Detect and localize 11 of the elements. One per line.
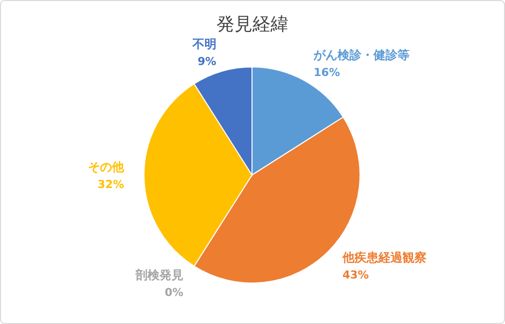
slice-label: がん検診・健診等 bbox=[312, 48, 410, 62]
text: 0% bbox=[164, 286, 184, 300]
slice-label: その他 bbox=[88, 160, 125, 174]
data-label: 9% bbox=[198, 55, 216, 68]
data-label: 32% bbox=[98, 178, 124, 191]
chart-title: 発見経緯 bbox=[216, 14, 288, 35]
category-label: 剖検発見 bbox=[135, 268, 184, 282]
data-label: 43% bbox=[342, 268, 369, 282]
slice-label: 他疾患経過観察 bbox=[342, 250, 427, 265]
data-label: 16% bbox=[314, 66, 340, 79]
slice-label: 不明 bbox=[191, 37, 216, 52]
